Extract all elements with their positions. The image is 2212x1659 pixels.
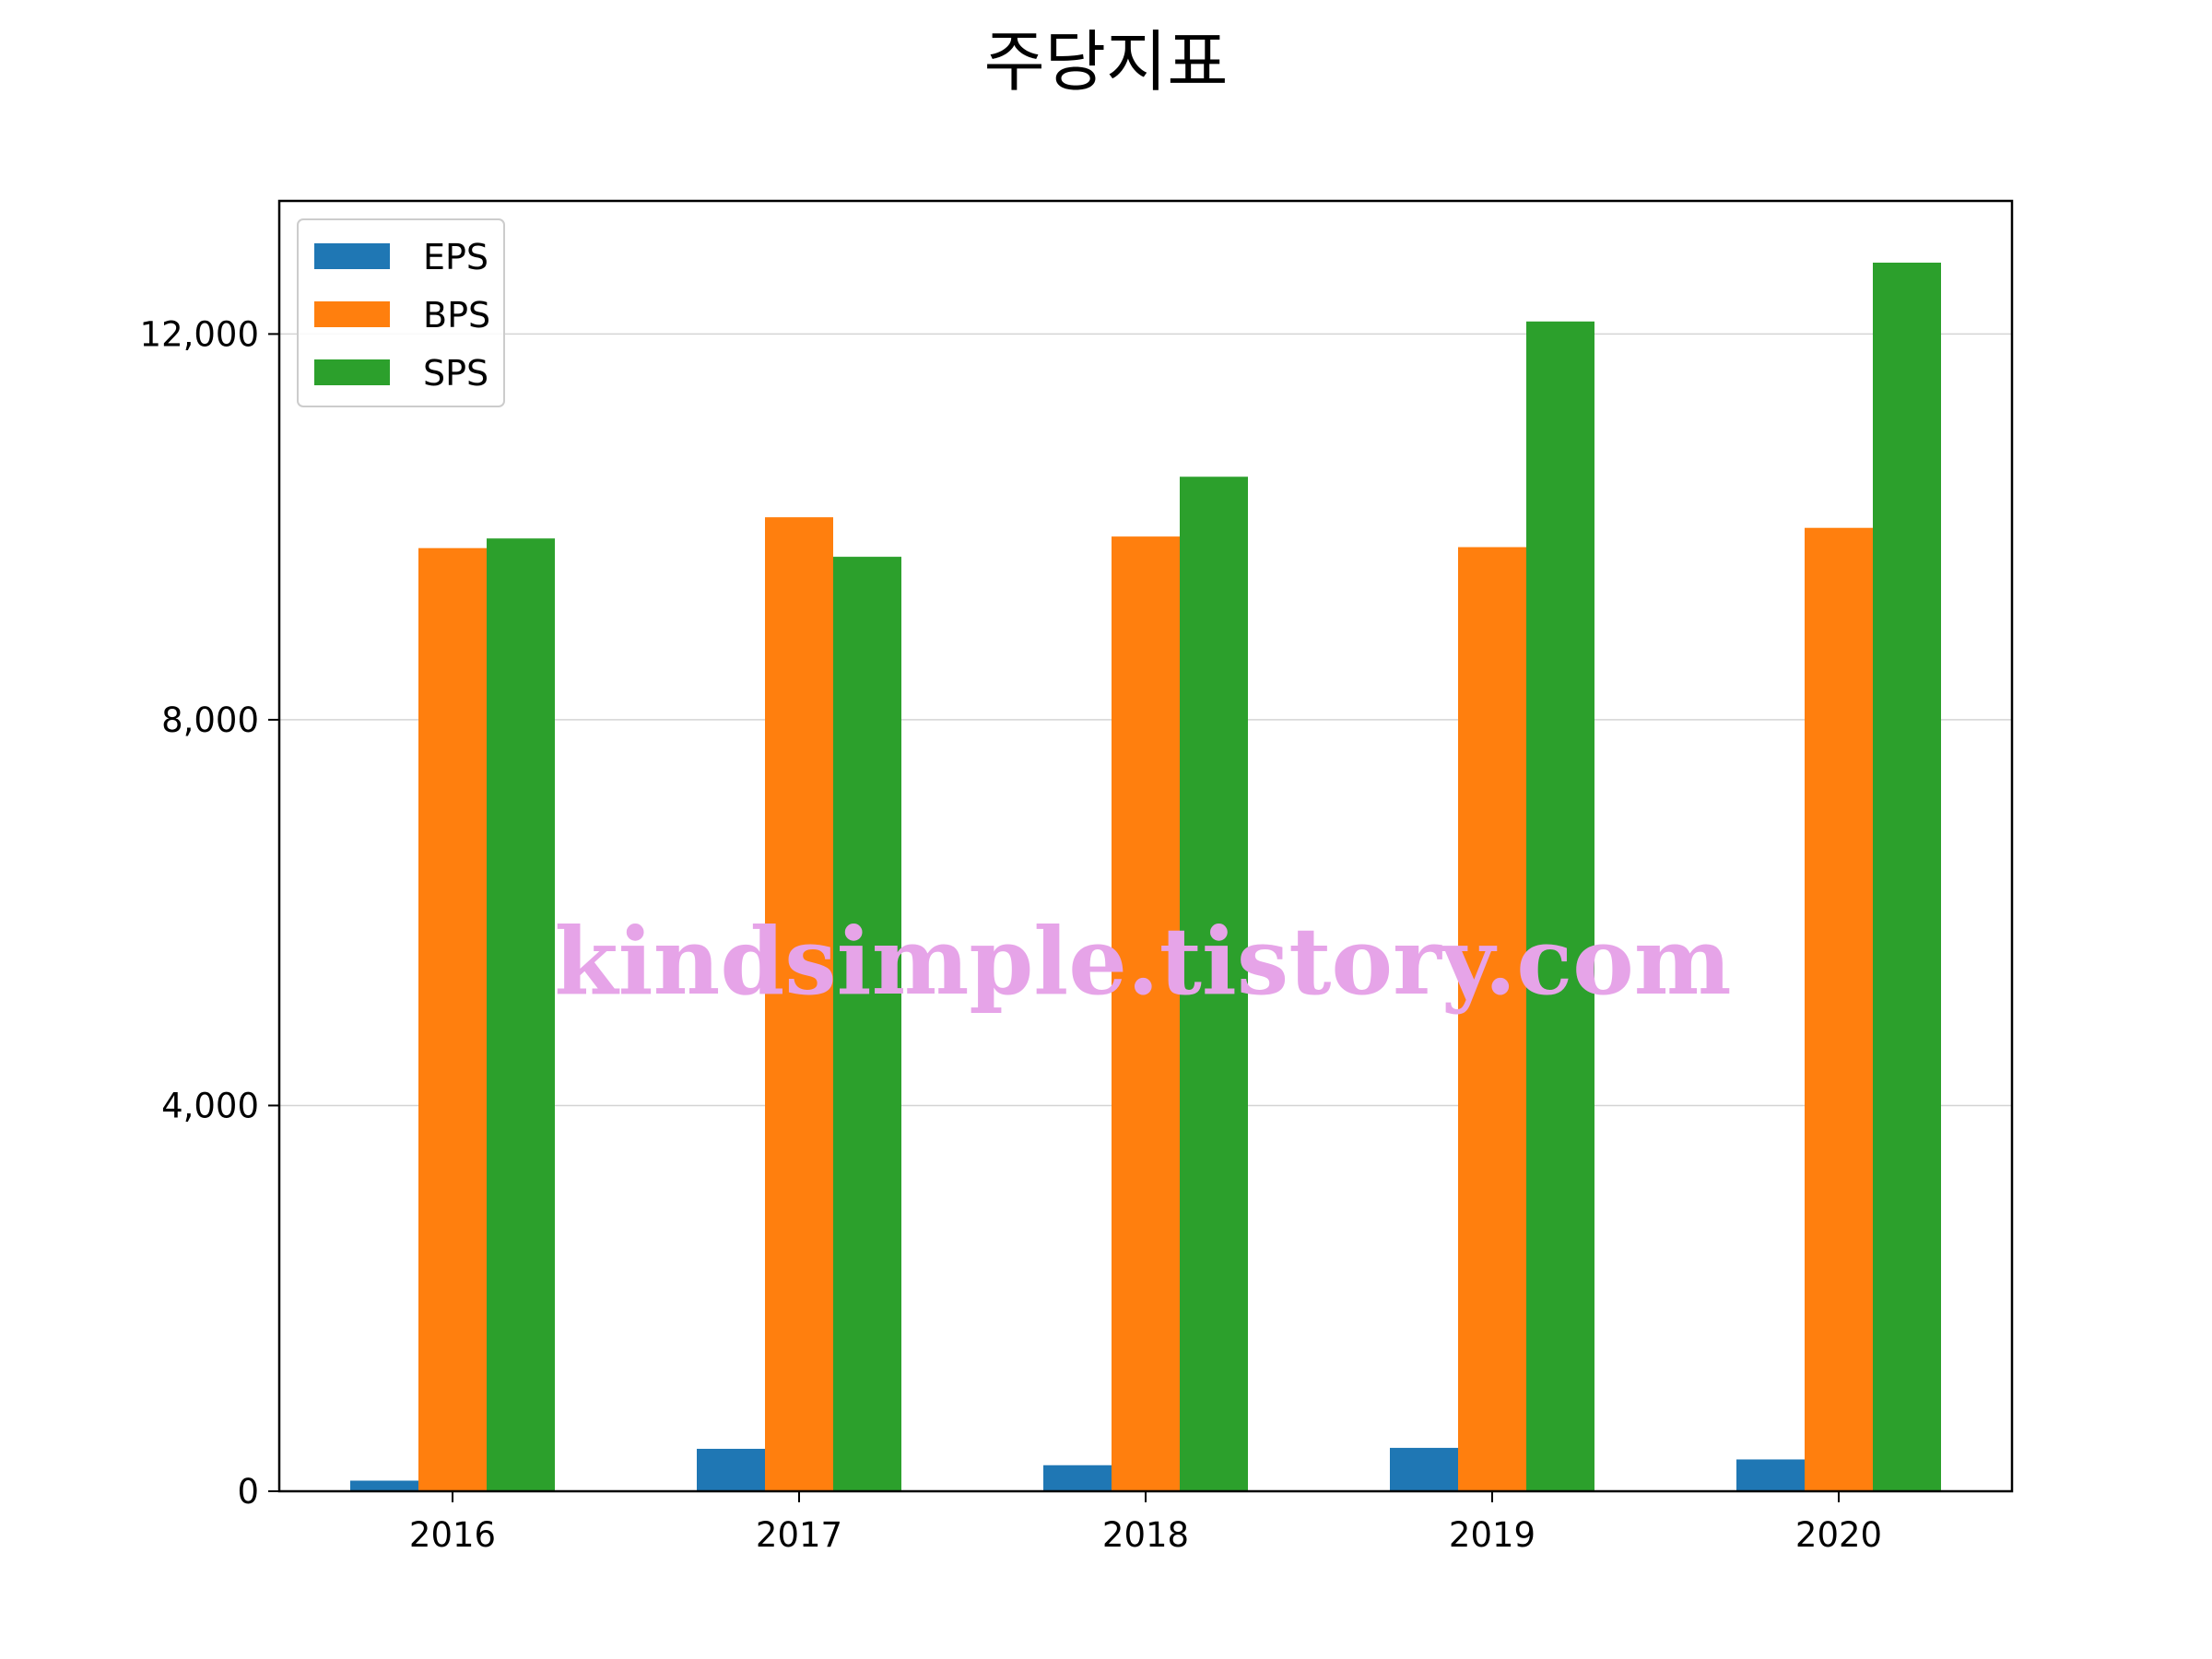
y-tick-label: 8,000 — [161, 700, 259, 740]
bar-bps-2016 — [418, 547, 487, 1491]
bars — [350, 262, 1941, 1492]
legend: EPS BPS SPS — [297, 218, 505, 407]
bar-sps-2016 — [487, 538, 555, 1491]
bar-sps-2017 — [833, 557, 901, 1491]
legend-label-sps: SPS — [423, 353, 488, 394]
legend-swatch-sps — [314, 359, 390, 385]
bar-eps-2017 — [697, 1448, 765, 1491]
bar-eps-2018 — [1043, 1465, 1112, 1491]
y-tick-label: 0 — [237, 1472, 259, 1512]
legend-label-bps: BPS — [423, 295, 490, 335]
x-tick-label: 2020 — [1795, 1515, 1882, 1555]
bar-eps-2020 — [1736, 1459, 1805, 1491]
bar-bps-2017 — [765, 517, 833, 1492]
bar-eps-2016 — [350, 1480, 418, 1491]
x-tick-label: 2017 — [756, 1515, 842, 1555]
y-tick-label: 12,000 — [140, 314, 259, 354]
bar-bps-2020 — [1805, 527, 1873, 1491]
y-tick-label: 4,000 — [161, 1086, 259, 1125]
axes: 0 4,000 8,000 12,000 2016 2017 2018 2019 2020 — [140, 199, 2014, 1555]
bar-bps-2019 — [1458, 547, 1526, 1491]
x-tick-label: 2016 — [409, 1515, 496, 1555]
x-tick-label: 2019 — [1449, 1515, 1535, 1555]
watermark-text: kindsimple.tistory.com — [554, 907, 1731, 1016]
chart-title: 주당지표 — [984, 23, 1229, 100]
bar-sps-2020 — [1873, 262, 1941, 1492]
bar-sps-2019 — [1526, 321, 1594, 1491]
bar-sps-2018 — [1180, 477, 1248, 1491]
x-tick-label: 2018 — [1102, 1515, 1189, 1555]
bar-eps-2019 — [1390, 1447, 1458, 1491]
legend-swatch-eps — [314, 243, 390, 269]
legend-swatch-bps — [314, 301, 390, 327]
bar-bps-2018 — [1112, 536, 1180, 1492]
legend-label-eps: EPS — [423, 237, 488, 277]
